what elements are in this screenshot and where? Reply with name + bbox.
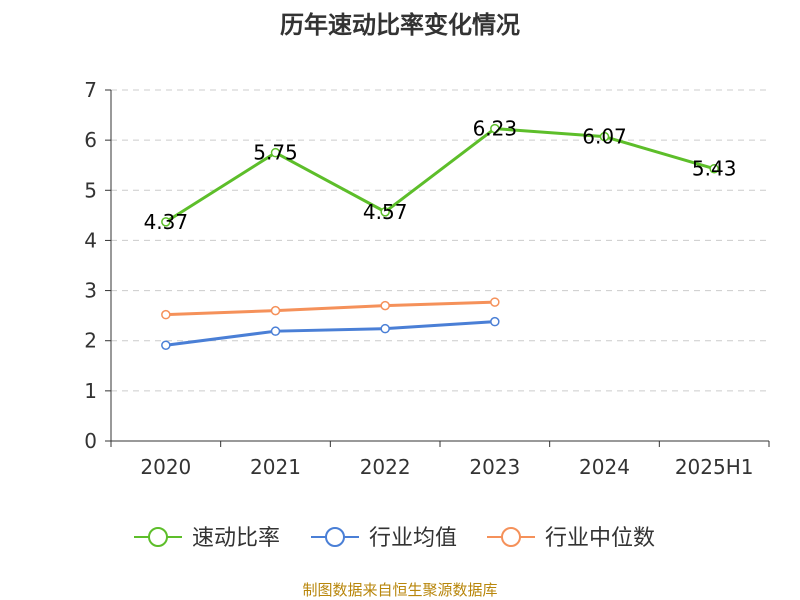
series-1 (161, 123, 719, 227)
data-point (599, 131, 610, 142)
y-tick-label: 6 (84, 128, 97, 152)
x-tick-label: 2022 (360, 455, 411, 479)
series-line (165, 300, 495, 317)
data-label: 5.43 (692, 157, 737, 181)
y-tick-label: 7 (84, 78, 97, 102)
y-tick-label: 2 (84, 329, 97, 353)
legend[interactable]: 速动比率 行业均值 行业中位数 (134, 526, 655, 551)
data-point (270, 305, 281, 316)
data-label: 6.07 (582, 125, 627, 149)
series-line (165, 320, 495, 347)
y-tick-label: 0 (84, 429, 97, 453)
legend-item-1[interactable]: 速动比率 (134, 526, 280, 551)
series-3 (161, 297, 500, 320)
data-point (380, 300, 390, 311)
data-point (161, 217, 171, 227)
data-point (270, 147, 281, 158)
data-labels: 4.37 5.75 4.57 6.23 6.07 5.43 (144, 117, 737, 234)
legend-label: 速动比率 (192, 526, 280, 551)
y-tick-label: 4 (84, 228, 97, 252)
series-line (165, 127, 715, 224)
source-note: 制图数据来自恒生聚源数据库 (302, 581, 497, 599)
series-lines (161, 123, 719, 350)
data-point (161, 340, 171, 350)
legend-item-2[interactable]: 行业均值 (311, 526, 457, 551)
x-tick-label: 2025H1 (675, 455, 754, 479)
data-point (490, 297, 500, 307)
legend-swatch-marker (325, 527, 345, 547)
axes: 0 1 2 3 4 5 6 7 2020 2021 2022 2023 2024 2025H1 (84, 78, 770, 479)
y-tick-label: 5 (84, 178, 97, 202)
data-point (709, 163, 719, 174)
data-label: 6.23 (473, 117, 518, 141)
chart-title: 历年速动比率变化情况 (280, 11, 520, 39)
y-tick-label: 1 (84, 379, 97, 403)
data-point (161, 309, 171, 320)
x-tick-label: 2021 (250, 455, 301, 479)
legend-swatch-marker (501, 527, 521, 547)
legend-swatch-marker (148, 527, 168, 547)
legend-label: 行业均值 (369, 526, 457, 551)
data-point (490, 123, 500, 134)
data-point (490, 316, 500, 327)
x-tick-label: 2023 (469, 455, 520, 479)
data-point (270, 326, 281, 336)
grid (111, 89, 769, 392)
data-label: 4.57 (363, 200, 408, 224)
x-tick-label: 2020 (140, 455, 191, 479)
y-tick-label: 3 (84, 279, 97, 303)
data-point (380, 207, 390, 217)
data-label: 4.37 (144, 210, 189, 234)
data-label: 5.75 (253, 141, 298, 165)
series-2 (161, 316, 500, 350)
legend-label: 行业中位数 (545, 526, 655, 551)
x-tick-label: 2024 (579, 455, 630, 479)
legend-item-3[interactable]: 行业中位数 (487, 526, 655, 551)
data-point (380, 323, 390, 334)
